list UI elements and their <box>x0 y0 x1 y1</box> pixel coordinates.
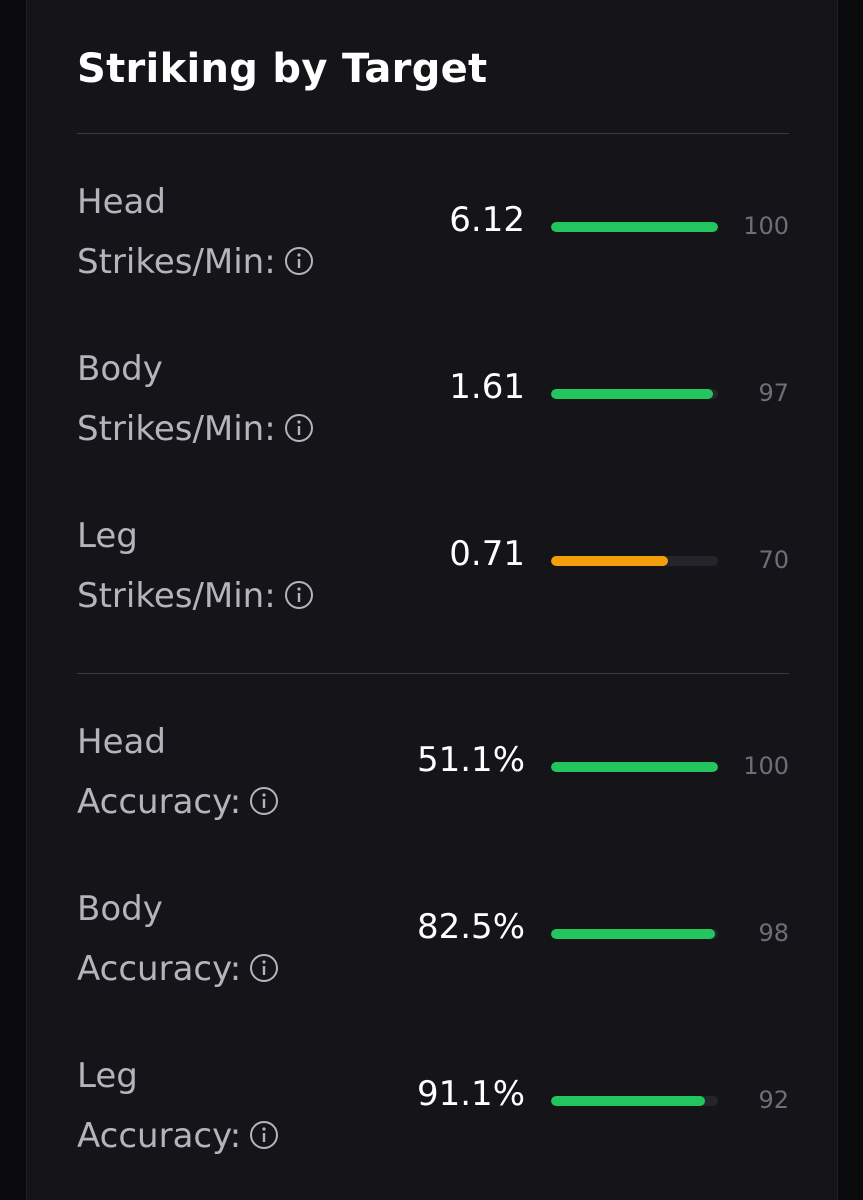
stat-label-line1: Body <box>77 349 163 389</box>
info-icon[interactable] <box>284 246 314 276</box>
percentile-bar <box>551 389 718 399</box>
percentile-bar-fill <box>551 1096 705 1106</box>
stat-row-head-accuracy: Head Accuracy: 51.1% 100 <box>77 712 789 842</box>
section-title: Striking by Target <box>77 46 488 92</box>
stat-label-line2: Accuracy: <box>77 949 242 989</box>
stat-value: 0.71 <box>449 534 525 574</box>
percentile-bar-fill <box>551 389 713 399</box>
info-icon[interactable] <box>284 413 314 443</box>
percentile-bar <box>551 556 718 566</box>
stat-label: Head Accuracy: <box>77 712 279 832</box>
stat-label-line2: Strikes/Min: <box>77 242 276 282</box>
stat-label: Head Strikes/Min: <box>77 172 314 292</box>
stat-label-line2: Accuracy: <box>77 1116 242 1156</box>
stat-value: 51.1% <box>416 740 525 780</box>
divider <box>77 673 789 674</box>
stat-label-line1: Body <box>77 889 163 929</box>
stat-label-line1: Leg <box>77 516 138 556</box>
stat-label-line2: Strikes/Min: <box>77 576 276 616</box>
divider <box>77 133 789 134</box>
stat-label-line1: Leg <box>77 1056 138 1096</box>
percentile-value: 100 <box>743 212 789 240</box>
stat-label-line2: Strikes/Min: <box>77 409 276 449</box>
stat-row-body-strikes: Body Strikes/Min: 1.61 97 <box>77 339 789 469</box>
stat-label-line2: Accuracy: <box>77 782 242 822</box>
stat-row-head-strikes: Head Strikes/Min: 6.12 100 <box>77 172 789 302</box>
percentile-value: 98 <box>758 919 789 947</box>
stat-label: Body Strikes/Min: <box>77 339 314 459</box>
stat-row-leg-strikes: Leg Strikes/Min: 0.71 70 <box>77 506 789 636</box>
info-icon[interactable] <box>249 786 279 816</box>
percentile-value: 97 <box>758 379 789 407</box>
stat-label: Leg Strikes/Min: <box>77 506 314 626</box>
stat-value: 1.61 <box>449 367 525 407</box>
percentile-value: 92 <box>758 1086 789 1114</box>
percentile-bar <box>551 222 718 232</box>
info-icon[interactable] <box>249 1120 279 1150</box>
percentile-bar-fill <box>551 222 718 232</box>
percentile-bar-fill <box>551 556 668 566</box>
stat-label-line1: Head <box>77 722 166 762</box>
percentile-bar-fill <box>551 762 718 772</box>
stat-value: 82.5% <box>416 907 525 947</box>
stat-label-line1: Head <box>77 182 166 222</box>
percentile-bar <box>551 1096 718 1106</box>
striking-by-target-card: Striking by Target Head Strikes/Min: 6.1… <box>26 0 838 1200</box>
percentile-bar <box>551 929 718 939</box>
percentile-value: 70 <box>758 546 789 574</box>
stat-value: 91.1% <box>416 1074 525 1114</box>
percentile-bar <box>551 762 718 772</box>
stat-value: 6.12 <box>449 200 525 240</box>
stat-label: Body Accuracy: <box>77 879 279 999</box>
stat-label: Leg Accuracy: <box>77 1046 279 1166</box>
stat-row-body-accuracy: Body Accuracy: 82.5% 98 <box>77 879 789 1009</box>
percentile-bar-fill <box>551 929 715 939</box>
percentile-value: 100 <box>743 752 789 780</box>
stat-row-leg-accuracy: Leg Accuracy: 91.1% 92 <box>77 1046 789 1176</box>
info-icon[interactable] <box>284 580 314 610</box>
info-icon[interactable] <box>249 953 279 983</box>
